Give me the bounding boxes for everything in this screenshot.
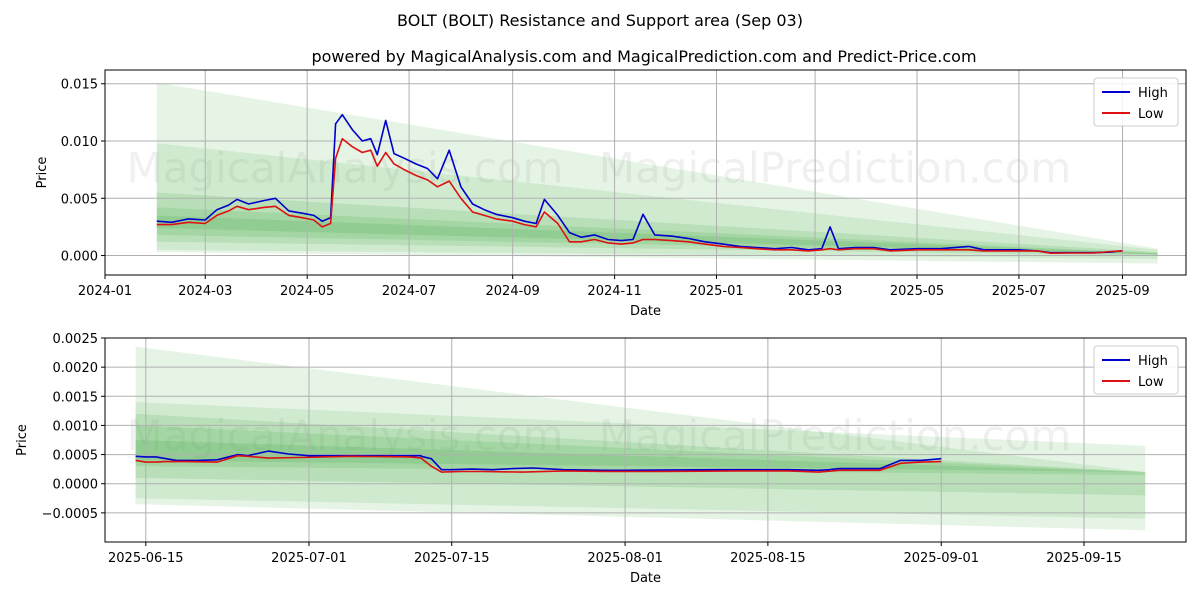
band-area (135, 425, 1146, 475)
y-tick-label: 0.0010 (53, 419, 99, 434)
x-tick-label: 2025-09 (1095, 284, 1149, 299)
watermark-text: MagicalAnalysis.com (127, 411, 564, 460)
x-tick-label: 2024-07 (382, 284, 436, 299)
y-tick-label: 0.005 (61, 192, 98, 207)
series-line-high (135, 450, 942, 472)
band-area (156, 143, 1158, 259)
series-group (135, 450, 942, 473)
x-tick-label: 2025-07-01 (271, 551, 347, 566)
y-tick-label: 0.0015 (53, 390, 99, 405)
x-tick-label: 2025-01 (689, 284, 743, 299)
watermark-text: MagicalAnalysis.com (127, 144, 564, 193)
y-tick-label: 0.015 (61, 78, 98, 93)
x-tick-label: 2025-05 (890, 284, 944, 299)
legend-label-high: High (1138, 354, 1168, 369)
y-tick-label: 0.0020 (53, 361, 99, 376)
y-tick-label: 0.000 (61, 250, 98, 265)
x-tick-label: 2024-05 (280, 284, 334, 299)
watermark-text: MagicalPrediction.com (599, 144, 1072, 193)
legend-label-low: Low (1138, 375, 1164, 390)
x-tick-label: 2024-01 (78, 284, 132, 299)
y-tick-label: −0.0005 (42, 507, 98, 522)
band-area (135, 402, 1146, 519)
x-tick-label: 2025-06-15 (108, 551, 184, 566)
y-tick-label: 0.0025 (53, 332, 99, 347)
plot-frame (104, 69, 1187, 276)
x-tick-label: 2025-08-15 (730, 551, 806, 566)
series-line-low (135, 454, 942, 473)
x-tick-label: 2024-11 (587, 284, 641, 299)
x-tick-label: 2025-03 (788, 284, 842, 299)
x-tick-label: 2025-07-15 (414, 551, 490, 566)
watermark-text: MagicalPrediction.com (599, 411, 1072, 460)
y-tick-label: 0.0000 (53, 478, 99, 493)
legend-label-low: Low (1138, 107, 1164, 122)
legend: High Low (1093, 345, 1179, 395)
x-tick-label: 2024-03 (178, 284, 232, 299)
x-axis-label: Date (630, 304, 661, 319)
series-line-high (156, 113, 1123, 254)
x-tick-label: 2025-07 (992, 284, 1046, 299)
y-axis-label: Price (15, 424, 30, 456)
band-area (156, 82, 1158, 264)
y-tick-label: 0.0005 (53, 449, 99, 464)
band-group (135, 346, 1146, 531)
y-tick-label: 0.010 (61, 135, 98, 150)
chart-panel-bottom: MagicalAnalysis.com MagicalPrediction.com… (15, 332, 1187, 586)
x-tick-label: 2024-09 (486, 284, 540, 299)
legend: High Low (1093, 77, 1179, 127)
chart-panel-top: MagicalAnalysis.com MagicalPrediction.com… (35, 69, 1187, 319)
legend-label-high: High (1138, 86, 1168, 101)
band-area (156, 207, 1158, 255)
chart-title: BOLT (BOLT) Resistance and Support area … (397, 11, 803, 30)
plot-frame (104, 337, 1187, 543)
y-axis-label: Price (35, 157, 50, 189)
band-area (156, 192, 1158, 256)
x-axis-label: Date (630, 571, 661, 586)
chart-subtitle: powered by MagicalAnalysis.com and Magic… (311, 47, 976, 66)
x-tick-label: 2025-09-15 (1046, 551, 1122, 566)
series-group (156, 113, 1123, 254)
x-tick-label: 2025-08-01 (587, 551, 663, 566)
series-line-low (156, 137, 1123, 254)
x-tick-label: 2025-09-01 (903, 551, 979, 566)
band-area (135, 346, 1146, 531)
